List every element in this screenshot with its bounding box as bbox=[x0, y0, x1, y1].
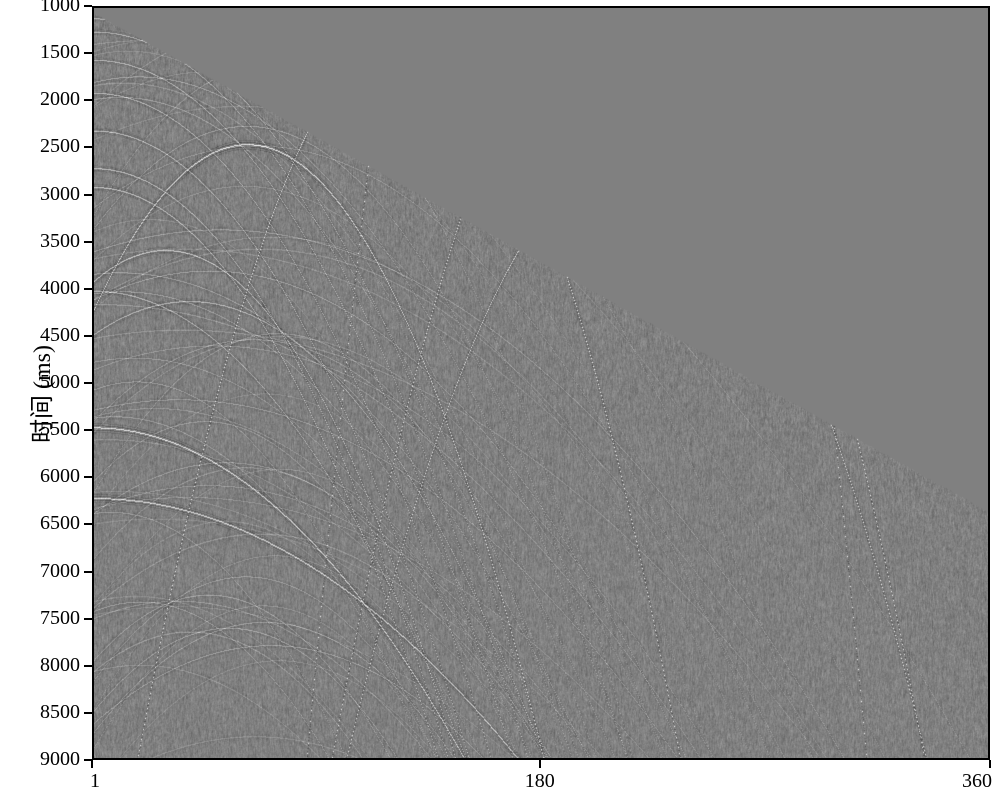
y-tick bbox=[84, 382, 92, 384]
y-tick bbox=[84, 429, 92, 431]
x-tick bbox=[989, 760, 991, 768]
y-tick-label: 4000 bbox=[20, 277, 80, 300]
y-tick-label: 2000 bbox=[20, 88, 80, 111]
y-tick bbox=[84, 194, 92, 196]
y-tick bbox=[84, 146, 92, 148]
y-tick bbox=[84, 523, 92, 525]
x-tick-label: 1 bbox=[90, 770, 150, 793]
y-tick-label: 1000 bbox=[20, 0, 80, 17]
y-tick bbox=[84, 5, 92, 7]
y-tick bbox=[84, 335, 92, 337]
y-tick-label: 3000 bbox=[20, 183, 80, 206]
y-axis-title: 时间 (ms) bbox=[22, 419, 57, 443]
y-tick-label: 2500 bbox=[20, 135, 80, 158]
y-tick-label: 6500 bbox=[20, 512, 80, 535]
y-tick-label: 4500 bbox=[20, 324, 80, 347]
y-tick bbox=[84, 288, 92, 290]
y-tick bbox=[84, 241, 92, 243]
x-tick bbox=[539, 760, 541, 768]
y-tick bbox=[84, 99, 92, 101]
y-tick bbox=[84, 571, 92, 573]
y-tick-label: 9000 bbox=[20, 748, 80, 771]
y-tick-label: 6000 bbox=[20, 465, 80, 488]
y-tick bbox=[84, 712, 92, 714]
y-tick-label: 1500 bbox=[20, 41, 80, 64]
x-tick-label: 180 bbox=[510, 770, 570, 793]
x-tick bbox=[91, 760, 93, 768]
y-tick bbox=[84, 618, 92, 620]
seismic-gather-chart: 1000150020002500300035004000450050005500… bbox=[0, 0, 1000, 792]
y-tick-label: 7000 bbox=[20, 560, 80, 583]
y-tick-label: 3500 bbox=[20, 230, 80, 253]
seismic-image bbox=[94, 8, 990, 760]
y-tick-label: 7500 bbox=[20, 607, 80, 630]
y-tick-label: 8000 bbox=[20, 654, 80, 677]
y-tick bbox=[84, 52, 92, 54]
x-tick-label: 360 bbox=[932, 770, 992, 793]
y-tick-label: 8500 bbox=[20, 701, 80, 724]
y-tick bbox=[84, 476, 92, 478]
y-tick bbox=[84, 665, 92, 667]
plot-area bbox=[92, 6, 990, 760]
